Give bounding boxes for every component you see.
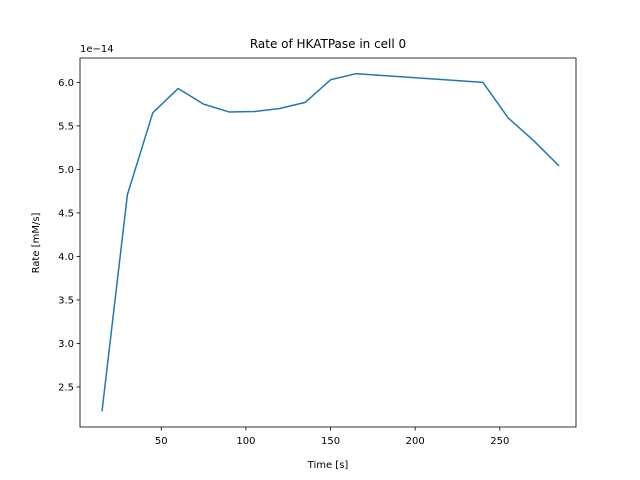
y-axis-offset-label: 1e−14 xyxy=(80,44,114,55)
chart-title: Rate of HKATPase in cell 0 xyxy=(250,37,406,51)
y-tick-label: 3.0 xyxy=(58,339,74,350)
y-axis-label: Rate [mM/s] xyxy=(31,212,42,273)
y-tick-label: 3.5 xyxy=(58,295,74,306)
x-tick-label: 250 xyxy=(490,436,509,447)
x-tick-label: 200 xyxy=(406,436,425,447)
y-tick-label: 2.5 xyxy=(58,382,74,393)
y-axis-ticks: 2.5 3.0 3.5 4.0 4.5 5.0 5.5 6.0 xyxy=(58,78,80,393)
y-tick-label: 5.5 xyxy=(58,121,74,132)
y-tick-label: 4.5 xyxy=(58,208,74,219)
x-tick-label: 150 xyxy=(321,436,340,447)
y-tick-label: 4.0 xyxy=(58,252,74,263)
axes-frame xyxy=(79,57,577,428)
x-tick-label: 100 xyxy=(236,436,255,447)
x-tick-label: 50 xyxy=(155,436,168,447)
plot-area xyxy=(101,72,560,412)
y-tick-label: 6.0 xyxy=(58,78,74,89)
x-axis-ticks: 50 100 150 200 250 xyxy=(155,427,509,447)
x-axis-label: Time [s] xyxy=(307,460,349,471)
y-tick-label: 5.0 xyxy=(58,165,74,176)
